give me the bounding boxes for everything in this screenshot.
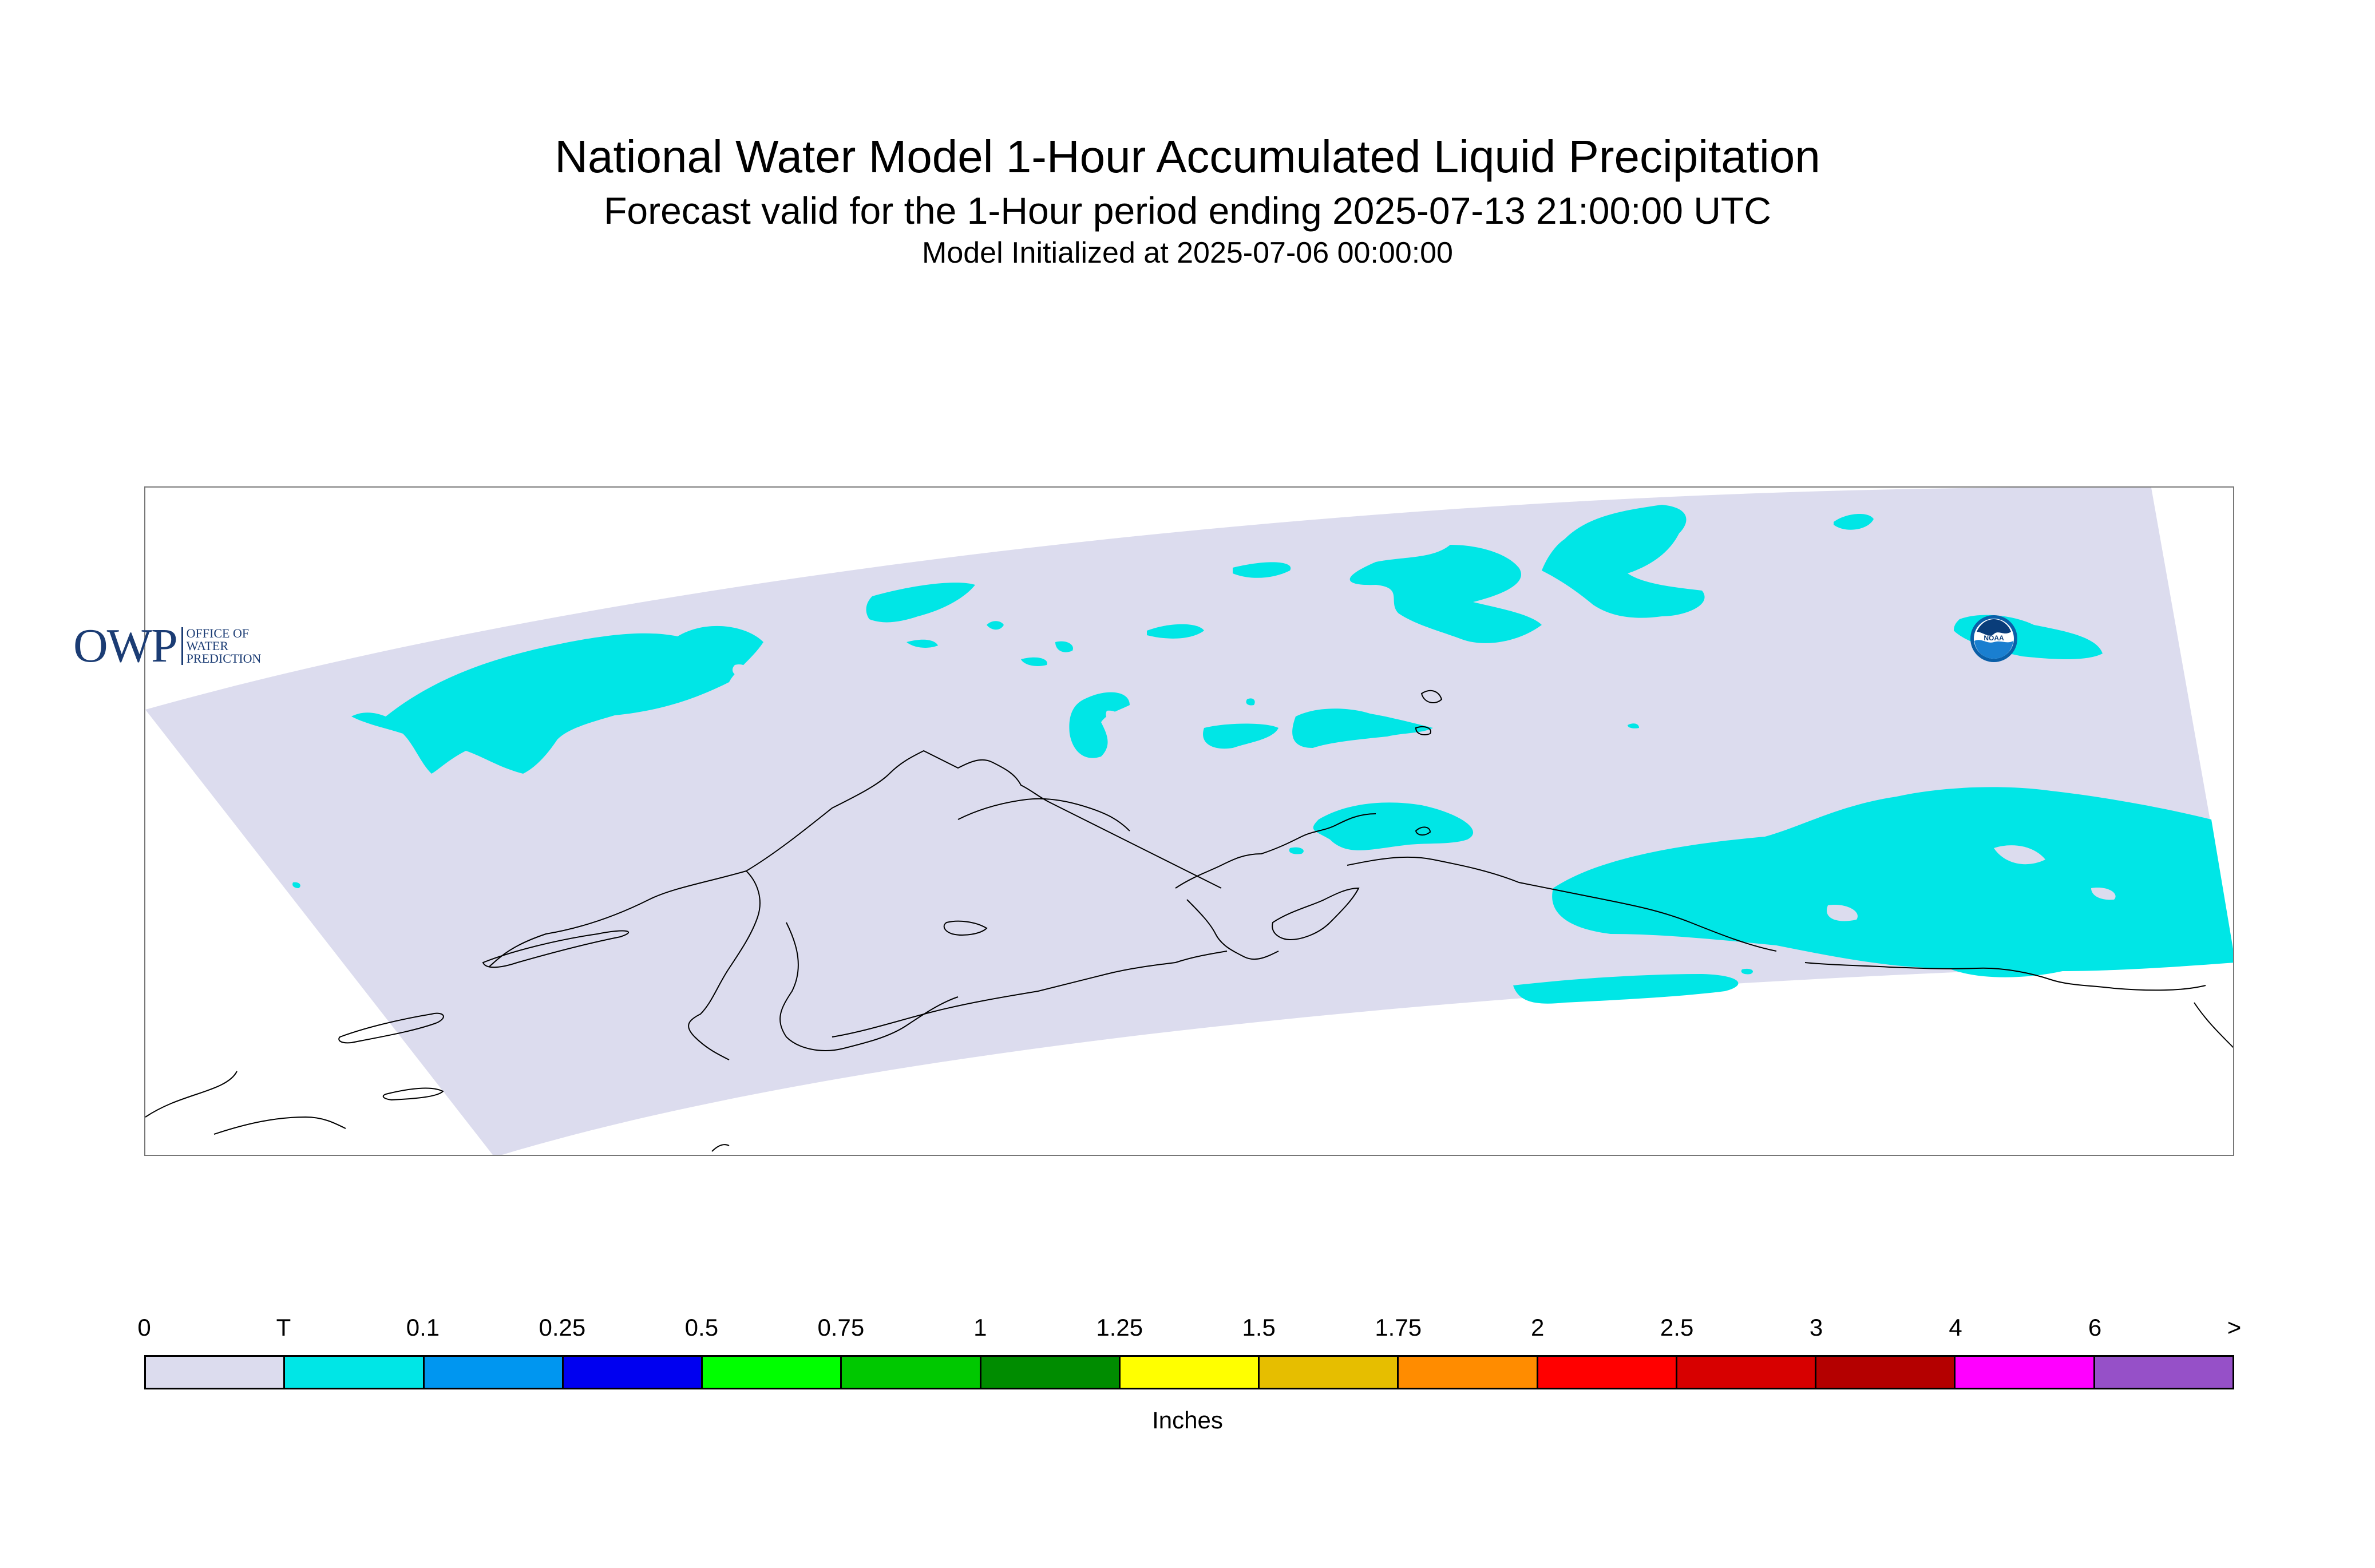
- legend-tick-label: 1.75: [1375, 1314, 1422, 1341]
- legend-tick-label: 2.5: [1660, 1314, 1694, 1341]
- precip-area-north-blob: [1349, 545, 1542, 643]
- legend-tick-label: 0.75: [817, 1314, 865, 1341]
- owp-logo-line3: PREDICTION: [186, 651, 262, 666]
- forecast-valid-subtitle: Forecast valid for the 1-Hour period end…: [604, 189, 1771, 232]
- legend-tick-label: 3: [1809, 1314, 1823, 1341]
- coastline-cook-inlet: [1175, 813, 1376, 889]
- legend-tick-label: 0.1: [406, 1314, 440, 1341]
- coastline-southwest: [145, 1071, 238, 1118]
- coastlines: [145, 750, 2233, 1152]
- owp-logo-subtext: OFFICE OF WATER PREDICTION: [181, 625, 262, 666]
- precip-area-gulf-edge: [1289, 847, 1304, 854]
- island-small-2: [1415, 726, 1431, 735]
- island-pribilof: [382, 1087, 444, 1101]
- coastline-southwest-2: [213, 1116, 346, 1135]
- precip-area-central-small: [1203, 723, 1278, 749]
- legend-tick-label: T: [276, 1314, 291, 1341]
- island-small-1: [1415, 826, 1431, 836]
- precip-holes: [732, 664, 2116, 921]
- legend-tick-label: 0.5: [684, 1314, 719, 1341]
- precip-area-dot-2: [1628, 723, 1639, 728]
- owp-logo-line2: WATER: [186, 638, 228, 653]
- map-title: National Water Model 1-Hour Accumulated …: [555, 131, 1820, 182]
- legend-swatch: [703, 1357, 842, 1388]
- precip-hole-east-2: [1994, 845, 2045, 865]
- island-north: [1420, 690, 1443, 703]
- precip-area-small-2: [1021, 657, 1047, 666]
- precip-area-northeast: [1542, 505, 1705, 618]
- owp-logo-line1: OFFICE OF: [186, 625, 250, 640]
- precip-area-north-small: [987, 621, 1004, 630]
- legend-swatch: [1120, 1357, 1260, 1388]
- coastline-south-bottom: [711, 1144, 730, 1152]
- precip-hole-east-3: [2091, 888, 2116, 900]
- precip-area-southeast-dot: [1741, 968, 1753, 975]
- precip-area-north-coast: [866, 583, 975, 623]
- precip-hole-north: [732, 664, 748, 677]
- precip-areas: [292, 505, 2233, 1004]
- coastline-norton-sound: [957, 798, 1130, 831]
- legend-swatch: [424, 1357, 564, 1388]
- coastline-prince-william-sound: [1347, 856, 1777, 952]
- coastline-panhandle: [1804, 962, 2206, 991]
- legend-units-label: Inches: [1152, 1407, 1223, 1434]
- precip-area-east-north: [1834, 513, 1874, 530]
- island-st-lawrence: [482, 930, 629, 968]
- precip-area-southeast-coast: [1513, 974, 1739, 1004]
- legend-swatch: [1677, 1357, 1817, 1388]
- owp-logo-mark: OWP: [73, 619, 178, 672]
- legend-tick-label: 1: [973, 1314, 987, 1341]
- legend-swatch: [563, 1357, 703, 1388]
- legend-swatch: [1956, 1357, 2095, 1388]
- island-nunivak: [943, 920, 988, 936]
- legend-swatch: [842, 1357, 981, 1388]
- precip-area-central-east: [1292, 708, 1433, 748]
- noaa-logo: NOAA: [1970, 615, 2017, 662]
- precip-area-small-north: [907, 639, 938, 648]
- legend-colorbar: [144, 1355, 2234, 1389]
- precip-hole-east: [1827, 905, 1858, 921]
- precip-area-center-north: [1147, 624, 1204, 639]
- map-panel[interactable]: [144, 486, 2234, 1156]
- legend-tick-label: 0: [137, 1314, 151, 1341]
- legend-swatch: [146, 1357, 286, 1388]
- precip-area-central-ring: [1069, 692, 1130, 758]
- islands: [338, 690, 1443, 1101]
- precip-area-gulf: [1313, 802, 1474, 850]
- precip-area-southeast-large: [1552, 787, 2233, 977]
- precip-area-northwest: [351, 625, 763, 774]
- legend-tick-label: 6: [2088, 1314, 2102, 1341]
- coastline-alaska-peninsula: [832, 951, 1228, 1038]
- legend-swatch: [1538, 1357, 1677, 1388]
- legend-swatch: [981, 1357, 1121, 1388]
- coastline-alaska-mainland: [488, 750, 1222, 968]
- legend-swatch: [1399, 1357, 1538, 1388]
- coastline-bristol-bay: [779, 922, 959, 1051]
- noaa-logo-text: NOAA: [1984, 634, 2004, 642]
- island-kodiak: [1272, 887, 1360, 941]
- precip-area-north-band: [1233, 562, 1291, 578]
- legend-tick-label: 1.25: [1096, 1314, 1143, 1341]
- legend-tick-label: >: [2227, 1314, 2242, 1341]
- precip-area-small-1: [1055, 641, 1073, 652]
- legend-swatch: [1816, 1357, 1956, 1388]
- precip-area-dot-1: [1246, 698, 1255, 706]
- model-initialized-subtitle: Model Initialized at 2025-07-06 00:00:00: [922, 236, 1453, 270]
- precip-hole-central: [1106, 710, 1118, 723]
- legend-swatch: [2095, 1357, 2232, 1388]
- coastline-kenai: [1186, 899, 1279, 960]
- legend-tick-label: 4: [1949, 1314, 1962, 1341]
- legend-tick-label: 2: [1530, 1314, 1545, 1341]
- precip-area-west-edge: [292, 882, 300, 888]
- legend-swatch: [1260, 1357, 1399, 1388]
- legend-tick-label: 1.5: [1242, 1314, 1276, 1341]
- owp-logo: OWP OFFICE OF WATER PREDICTION: [73, 618, 261, 674]
- precipitation-map[interactable]: [145, 488, 2234, 1156]
- coastline-east-edge: [2194, 1002, 2233, 1048]
- island-st-matthew: [338, 1012, 444, 1044]
- legend-tick-label: 0.25: [539, 1314, 586, 1341]
- coastline-yukon-delta: [688, 870, 761, 1060]
- legend-swatch: [285, 1357, 425, 1388]
